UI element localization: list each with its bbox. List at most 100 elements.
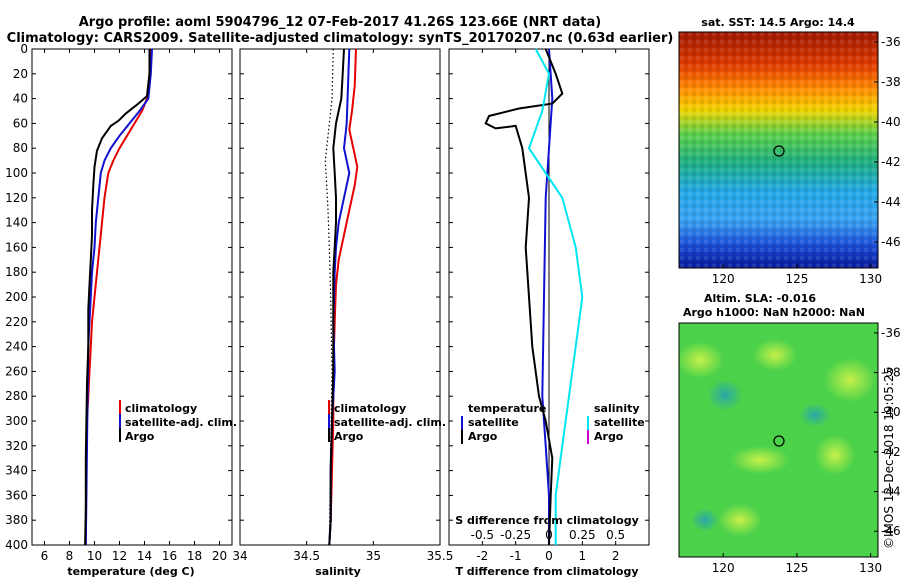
x-tick-label: 2 (612, 549, 620, 563)
x-tick-label: 12 (112, 549, 127, 563)
salinity-panel: 34 34.5 35 35.5 salinity climatology satell… (232, 48, 454, 578)
depth-tick-label: 140 (5, 216, 28, 230)
depth-tick-label: 320 (5, 439, 28, 453)
legend-label-argo: Argo (125, 430, 155, 443)
x-tick-label: 20 (212, 549, 227, 563)
sla-blob (799, 403, 831, 427)
difference-lines (484, 48, 584, 546)
sla-blob (824, 358, 876, 402)
temperature-legend: climatology satellite-adj. clim. Argo (119, 400, 237, 443)
sst-field-texture (679, 32, 878, 268)
lat-tick-label: -42 (881, 155, 900, 169)
s-difference-label: S difference from climatology (455, 514, 639, 527)
depth-axis-labels: 0 20 40 60 80 100 120 140 160 180 200 220 240 260 280 3… (5, 42, 28, 552)
sla-blob (815, 435, 855, 475)
title-line-1: Argo profile: aoml 5904796_12 07-Feb-201… (79, 15, 601, 30)
sla-frame (678, 322, 879, 558)
depth-tick-label: 100 (5, 166, 28, 180)
sla-blob (676, 342, 724, 378)
x-tick-label: 34.5 (293, 549, 320, 563)
lat-tick-label: -38 (881, 366, 900, 380)
salinity-lines (328, 48, 359, 546)
depth-tick-label: 120 (5, 191, 28, 205)
lat-tick-label: -44 (881, 485, 900, 499)
x-tick-label: 6 (41, 549, 49, 563)
x-tick-label: 8 (66, 549, 74, 563)
sla-blob (753, 339, 797, 371)
x-tick-label: 10 (87, 549, 102, 563)
lat-tick-label: -46 (881, 524, 900, 538)
difference-legend: temperature satellite Argo salinity sate… (461, 402, 645, 444)
lat-tick-label: -36 (881, 326, 900, 340)
sst-axis-ticks: 120 125 130 -36 -38 -40 -42 -44 -46 (712, 35, 900, 286)
lon-tick-label: 120 (712, 561, 735, 575)
sla-map-title-1: Altim. SLA: -0.016 (704, 292, 816, 305)
depth-tick-label: 340 (5, 464, 28, 478)
depth-tick-label: 360 (5, 488, 28, 502)
depth-tick-label: 240 (5, 340, 28, 354)
x-tick-label: 35.5 (427, 549, 454, 563)
series-line-temperature-argo (484, 48, 564, 546)
depth-tick-label: 0 (20, 42, 28, 56)
depth-tick-label: 60 (13, 116, 28, 130)
depth-tick-label: 280 (5, 389, 28, 403)
sla-blob (718, 504, 762, 536)
imos-timestamp: ©IMOS 12-Dec-2018 19:05:25 (882, 367, 896, 549)
title-line-2: Climatology: CARS2009. Satellite-adjuste… (7, 31, 674, 46)
sla-axis-ticks: 120 125 130 -36 -38 -40 -42 -44 -46 (712, 326, 900, 575)
lon-tick-label: 130 (859, 561, 882, 575)
s-tick-label: 0 (545, 528, 553, 542)
difference-ticks: -2 -1 0 1 2 (449, 48, 649, 563)
depth-tick-label: 300 (5, 414, 28, 428)
lat-tick-label: -44 (881, 195, 900, 209)
lon-tick-label: 125 (785, 561, 808, 575)
legend-label-sal-satellite: satellite (594, 416, 645, 429)
sst-argo-location-marker (773, 145, 785, 157)
legend-label-sal-argo: Argo (594, 430, 624, 443)
lat-tick-label: -40 (881, 115, 900, 129)
sla-blob (707, 379, 743, 411)
x-tick-label: 35 (366, 549, 381, 563)
temperature-frame (31, 48, 233, 546)
sst-map-title: sat. SST: 14.5 Argo: 14.4 (701, 16, 855, 29)
series-line-temperature-satellite (541, 48, 554, 545)
depth-tick-label: 160 (5, 240, 28, 254)
sst-map: sat. SST: 14.5 Argo: 14.4 120 125 130 -36 -3… (678, 16, 900, 286)
salinity-frame (239, 48, 441, 546)
salinity-legend: climatology satellite-adj. clim. Argo (328, 400, 446, 443)
s-tick-label: -0.25 (500, 528, 531, 542)
lon-tick-label: 125 (785, 272, 808, 286)
x-tick-label: 18 (187, 549, 202, 563)
depth-tick-label: 200 (5, 290, 28, 304)
series-line-argo (328, 48, 345, 546)
legend-label-temp-argo: Argo (468, 430, 498, 443)
lon-tick-label: 130 (859, 272, 882, 286)
series-line-climatology (84, 48, 152, 545)
s-tick-label: 0.25 (569, 528, 596, 542)
x-tick-label: 1 (579, 549, 587, 563)
temperature-ticks: 6 8 10 12 14 16 18 20 (32, 48, 232, 563)
lat-tick-label: -46 (881, 235, 900, 249)
salinity-ticks: 34 34.5 35 35.5 (232, 48, 454, 563)
s-tick-label: -0.5 (471, 528, 494, 542)
sla-blob (730, 446, 790, 474)
depth-tick-label: 20 (13, 67, 28, 81)
legend-title-temperature: temperature (468, 402, 546, 415)
lat-tick-label: -36 (881, 35, 900, 49)
difference-panel: -2 -1 0 1 2 T difference from climatology S … (448, 48, 650, 578)
depth-tick-label: 180 (5, 265, 28, 279)
depth-tick-label: 380 (5, 513, 28, 527)
x-tick-label: 34 (232, 549, 247, 563)
sst-frame (678, 31, 879, 269)
lon-tick-label: 120 (712, 272, 735, 286)
legend-label-climatology: climatology (125, 402, 197, 415)
temperature-lines (84, 48, 153, 546)
sla-map-title-2: Argo h1000: NaN h2000: NaN (683, 306, 865, 319)
legend-label-temp-satellite: satellite (468, 416, 519, 429)
legend-label-argo: Argo (334, 430, 364, 443)
salinity-xlabel: salinity (315, 565, 361, 578)
x-tick-label: 14 (137, 549, 152, 563)
lat-tick-label: -42 (881, 445, 900, 459)
s-difference-ticks: -0.5 -0.25 0 0.25 0.5 (471, 528, 626, 542)
